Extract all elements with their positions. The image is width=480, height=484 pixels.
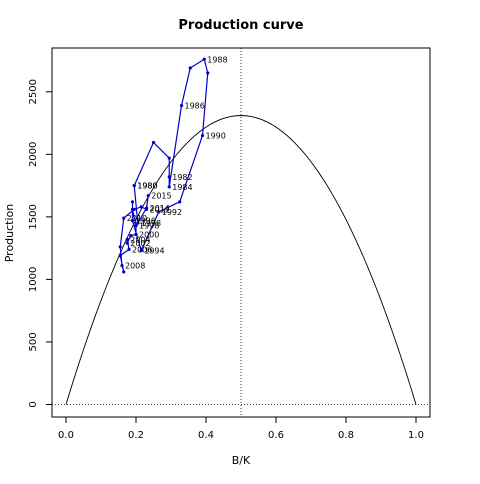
year-label: 1988 [207, 55, 227, 64]
data-point [132, 207, 136, 211]
year-label: 2000 [139, 230, 159, 239]
year-label: 2010 [127, 214, 147, 223]
data-point [206, 71, 210, 75]
data-point [127, 247, 131, 251]
year-label: 2015 [151, 192, 171, 201]
year-label: 1992 [162, 208, 182, 217]
y-tick-label: 0 [28, 401, 39, 407]
year-label: 1982 [172, 173, 192, 182]
data-point [151, 140, 156, 145]
data-point [144, 206, 149, 210]
data-point [202, 57, 206, 61]
data-point [139, 249, 143, 253]
data-point [136, 221, 140, 225]
year-label: 1984 [172, 183, 192, 192]
x-tick-label: 0.8 [338, 430, 354, 441]
data-point [134, 224, 138, 228]
x-tick-label: 0.2 [128, 430, 144, 441]
year-label: 1996 [136, 217, 156, 226]
chart-marks: 0.0 0.2 0.4 0.6 0.8 1.0 0 500 1000 1500 2000 2500 19… [28, 48, 430, 441]
data-point [200, 133, 205, 138]
data-point [130, 200, 135, 204]
y-tick-label: 2000 [28, 142, 39, 167]
data-point [125, 241, 129, 245]
year-label: 1980 [137, 182, 157, 191]
data-point [139, 205, 143, 209]
x-tick-label: 0.0 [58, 430, 74, 441]
data-point [188, 66, 192, 70]
year-label: 2006 [132, 245, 152, 254]
data-point [157, 210, 161, 214]
data-point [130, 219, 135, 223]
year-label: 2008 [125, 262, 145, 271]
year-label: 1998 [139, 222, 159, 231]
data-point [167, 175, 171, 179]
data-point [167, 156, 171, 160]
year-label: 1986 [185, 102, 205, 111]
y-tick-label: 1000 [28, 267, 39, 292]
year-label: 2012 [150, 205, 170, 214]
y-tick-label: 500 [28, 332, 39, 351]
y-tick-label: 1500 [28, 204, 39, 229]
series-line [119, 58, 209, 273]
data-point [129, 234, 133, 238]
data-point [118, 254, 122, 258]
data-point [118, 245, 122, 249]
data-point [125, 237, 129, 241]
year-label: 1998 [141, 219, 161, 228]
data-point [120, 264, 124, 268]
data-point [134, 232, 138, 236]
data-point [122, 270, 126, 274]
x-tick-label: 0.4 [198, 430, 214, 441]
plot-frame [51, 47, 431, 418]
y-tick-label: 2500 [28, 79, 39, 104]
data-point [146, 194, 150, 198]
x-tick-label: 0.6 [268, 430, 284, 441]
year-label: 1980 [137, 182, 157, 191]
year-label: 2014 [150, 204, 170, 213]
chart-title: Production curve [178, 18, 303, 33]
year-label: 2004 [130, 235, 150, 244]
data-point [179, 103, 184, 108]
y-axis-label: Production [3, 204, 16, 263]
year-label: 1990 [206, 132, 226, 141]
x-tick-label: 1.0 [408, 430, 424, 441]
year-label: 1994 [144, 247, 164, 256]
year-label: 2002 [130, 239, 150, 248]
production-curve-line [65, 115, 417, 405]
data-point [132, 183, 136, 188]
data-point [122, 216, 126, 220]
data-point [167, 185, 171, 189]
data-point [178, 200, 182, 204]
x-axis-label: B/K [232, 454, 251, 467]
